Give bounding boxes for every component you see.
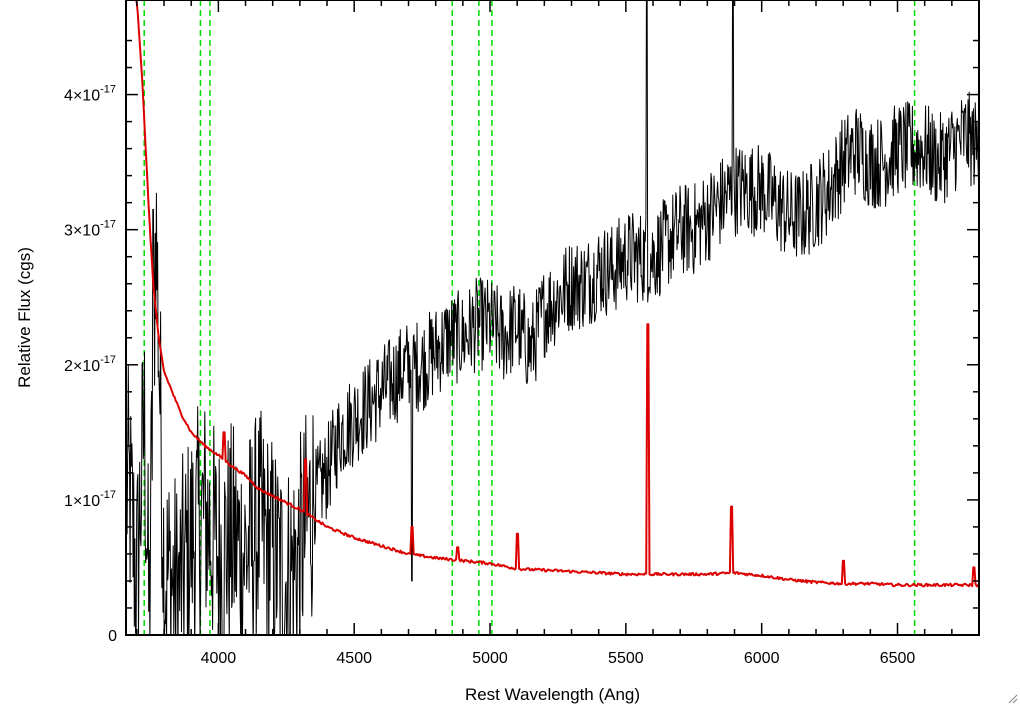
y-tick-label: 1×10-17 [64, 489, 116, 510]
spectrum-line [126, 0, 979, 635]
x-tick-label: 4000 [201, 650, 237, 667]
x-axis-label: Rest Wavelength (Ang) [465, 685, 640, 704]
plot-frame [125, 0, 980, 636]
tick-labels: 4000 4500 5000 5500 6000 6500 0 1×10-17 2×10-17 3… [64, 84, 915, 667]
y-axis-label: Relative Flux (cgs) [15, 247, 34, 388]
y-tick-label: 3×10-17 [64, 219, 116, 240]
y-tick-label: 0 [108, 628, 117, 645]
x-tick-label: 6000 [744, 650, 780, 667]
y-tick-label: 2×10-17 [64, 354, 116, 375]
x-tick-label: 5000 [472, 650, 508, 667]
error-curve [135, 0, 979, 588]
series-layer [126, 0, 979, 635]
resize-grip-icon[interactable] [1006, 692, 1018, 704]
x-tick-label: 5500 [608, 650, 644, 667]
x-tick-label: 6500 [880, 650, 916, 667]
x-tick-label: 4500 [336, 650, 372, 667]
axes-layer [125, 0, 980, 636]
y-tick-label: 4×10-17 [64, 84, 116, 105]
tick-marks [126, 0, 980, 636]
